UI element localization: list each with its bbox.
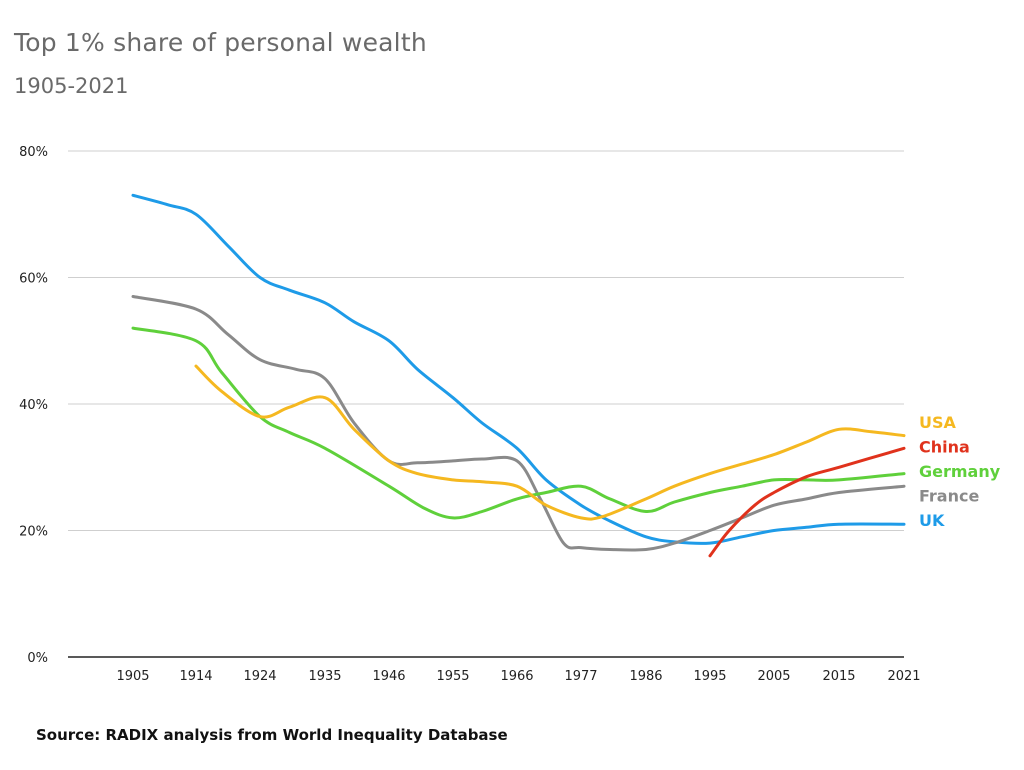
- series-line-china: [708, 446, 906, 558]
- series-line-uk: [131, 193, 906, 545]
- chart-title: Top 1% share of personal wealth: [14, 28, 427, 57]
- series-line-germany: [131, 326, 906, 520]
- x-tick-label: 1924: [243, 669, 276, 684]
- series-line-usa: [194, 364, 906, 521]
- chart-subtitle: 1905-2021: [14, 74, 129, 98]
- legend-label-china: China: [919, 438, 970, 457]
- legend: USA China Germany France UK: [919, 413, 1001, 530]
- source-note: Source: RADIX analysis from World Inequa…: [36, 726, 508, 744]
- y-tick-label: 40%: [19, 398, 48, 413]
- x-tick-label: 1946: [372, 669, 405, 684]
- x-tick-label: 1977: [564, 669, 597, 684]
- series-lines: [131, 193, 906, 558]
- x-tick-label: 1986: [629, 669, 662, 684]
- legend-label-usa: USA: [919, 413, 957, 432]
- series-line-france: [131, 295, 906, 552]
- legend-label-uk: UK: [919, 511, 945, 530]
- y-tick-label: 60%: [19, 272, 48, 287]
- x-tick-label: 1914: [179, 669, 212, 684]
- legend-label-france: France: [919, 487, 979, 506]
- x-tick-label: 2005: [757, 669, 790, 684]
- y-tick-label: 20%: [19, 525, 48, 540]
- x-tick-label: 2015: [822, 669, 855, 684]
- x-tick-label: 1966: [500, 669, 533, 684]
- x-tick-label: 1955: [436, 669, 469, 684]
- x-tick-label: 1935: [308, 669, 341, 684]
- x-tick-label: 1905: [116, 669, 149, 684]
- y-tick-label: 0%: [27, 651, 48, 666]
- y-tick-label: 80%: [19, 145, 48, 160]
- x-tick-label: 1995: [693, 669, 726, 684]
- axes: 0% 20% 40% 60% 80% 1905 1914 1924 1935 1946 1955 19…: [19, 145, 920, 684]
- grid: [68, 150, 904, 531]
- x-tick-label: 2021: [887, 669, 920, 684]
- legend-label-germany: Germany: [919, 462, 1001, 481]
